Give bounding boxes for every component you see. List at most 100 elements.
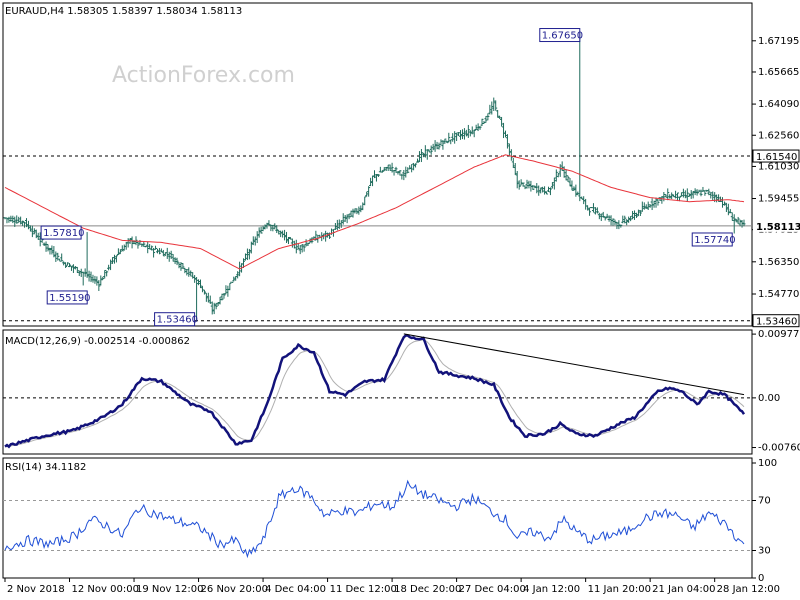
price-bar [699, 189, 703, 197]
price-bar [195, 277, 199, 321]
price-bar [365, 191, 369, 197]
price-bar [285, 231, 289, 244]
price-bar [341, 213, 345, 225]
price-bar [429, 145, 433, 155]
macd-y-tick-label: -0.007609 [758, 443, 800, 454]
price-bar [417, 151, 421, 163]
rsi-header: RSI(14) 34.1182 [5, 462, 86, 473]
price-bar [44, 241, 48, 252]
price-bar [629, 216, 633, 222]
price-bar [388, 164, 392, 171]
price-bar [433, 140, 437, 152]
price-bar [249, 241, 253, 254]
price-annotation-box [154, 312, 196, 327]
price-bar [247, 248, 251, 260]
price-bar [261, 225, 265, 232]
price-bar [136, 241, 140, 249]
price-bar [208, 295, 212, 304]
price-bar [470, 126, 474, 135]
price-bar [216, 301, 220, 307]
x-tick-label: 18 Dec 20:00 [394, 584, 461, 595]
price-bar [17, 216, 21, 223]
price-bar [288, 237, 292, 240]
price-bar [83, 268, 87, 277]
price-bar [527, 180, 531, 189]
price-bar [386, 164, 390, 172]
price-bar [357, 206, 361, 215]
price-bar [634, 212, 638, 218]
price-bar [726, 203, 730, 216]
price-bar [179, 262, 183, 271]
price-bar [222, 293, 226, 299]
price-bar [703, 190, 707, 196]
price-bar [234, 276, 238, 281]
price-bar [666, 188, 670, 201]
price-bar [298, 245, 302, 255]
price-bar [695, 189, 699, 196]
rsi-y-axis: 100 70 30 0 [752, 458, 777, 584]
price-y-axis: 1.67195 1.65665 1.64090 1.62560 1.61030 1.594… [752, 36, 800, 328]
price-bar [425, 149, 429, 160]
price-bar [220, 293, 224, 301]
price-bar [607, 215, 611, 222]
price-bar [146, 241, 150, 254]
price-bar [668, 194, 672, 199]
price-bar [638, 210, 642, 216]
price-bar [670, 192, 674, 200]
price-bar [603, 216, 607, 221]
price-bar [564, 169, 568, 181]
level-tag-box [753, 219, 799, 232]
price-bar [42, 242, 46, 247]
price-bar [120, 245, 124, 252]
price-annotation-label: 1.53460 [157, 315, 198, 326]
price-bar [490, 101, 494, 115]
price-bar [523, 185, 527, 190]
price-bar [69, 265, 73, 271]
price-bar [437, 142, 441, 150]
price-bar [185, 269, 189, 276]
price-bar [572, 186, 576, 191]
price-bar [568, 178, 572, 187]
price-bar [615, 221, 619, 230]
price-bar [599, 213, 603, 222]
price-bar [23, 221, 27, 228]
price-bar [500, 116, 504, 127]
price-bar [210, 301, 214, 315]
price-bar [494, 100, 498, 111]
level-tag-1.61540: 1.61540 [756, 152, 797, 163]
price-bar [374, 174, 378, 182]
price-annotation-box [539, 28, 581, 43]
price-bar [197, 279, 201, 286]
price-bar [591, 203, 595, 213]
price-bar [111, 257, 115, 264]
price-annotation-label: 1.55190 [49, 293, 90, 304]
price-bar [728, 208, 732, 214]
price-bar [552, 177, 556, 190]
price-bar [462, 128, 466, 140]
x-tick-label: 11 Jan 20:00 [588, 584, 651, 595]
price-y-tick-label: 1.67195 [758, 36, 799, 47]
price-annotation-box [46, 290, 88, 305]
price-bar [89, 271, 93, 283]
macd-line [4, 334, 746, 449]
price-bar [126, 238, 130, 248]
price-bar [734, 218, 738, 223]
rsi-y-tick-label: 100 [758, 458, 777, 469]
rsi-panel-frame [2, 457, 753, 579]
price-bar [9, 215, 13, 222]
price-bar [296, 243, 300, 250]
rsi-line [4, 479, 745, 559]
price-bar [511, 157, 515, 169]
price-bar [376, 174, 380, 177]
price-bar [177, 262, 181, 269]
price-bar [722, 201, 726, 206]
price-bar [140, 243, 144, 247]
price-bar [189, 270, 193, 277]
price-bar [574, 184, 578, 197]
price-bar [619, 224, 623, 228]
price-bar [709, 192, 713, 199]
price-bar [662, 192, 666, 202]
price-bar [623, 215, 627, 224]
price-bar [173, 257, 177, 265]
